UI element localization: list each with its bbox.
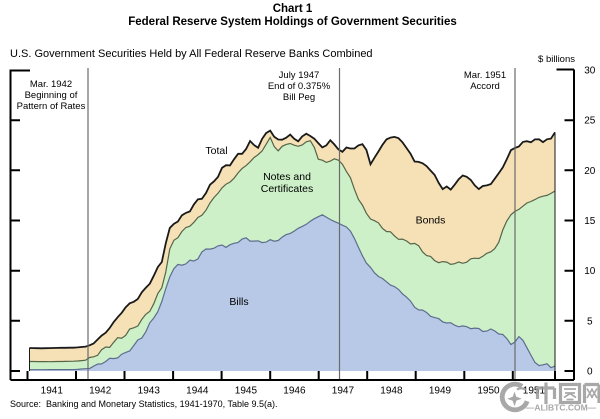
svg-text:30: 30 — [584, 66, 596, 77]
svg-text:Certificates: Certificates — [261, 183, 314, 195]
svg-text:1951: 1951 — [523, 386, 546, 397]
svg-text:10: 10 — [584, 266, 596, 277]
svg-text:1946: 1946 — [283, 386, 306, 397]
svg-text:1949: 1949 — [429, 386, 452, 397]
svg-text:1945: 1945 — [235, 386, 258, 397]
svg-text:15: 15 — [584, 216, 596, 227]
svg-text:Bills: Bills — [229, 296, 248, 308]
svg-text:1950: 1950 — [477, 386, 500, 397]
svg-text:1948: 1948 — [380, 386, 403, 397]
svg-text:$ billions: $ billions — [538, 54, 575, 65]
svg-text:Notes and: Notes and — [263, 171, 311, 183]
svg-text:—ALIBTC.COM—: —ALIBTC.COM— — [526, 403, 597, 413]
svg-text:Mar. 1951: Mar. 1951 — [464, 70, 506, 81]
svg-text:25: 25 — [584, 116, 596, 127]
svg-text:Pattern of Rates: Pattern of Rates — [17, 101, 86, 112]
svg-text:U.S. Government Securities Hel: U.S. Government Securities Held by All F… — [10, 48, 373, 60]
svg-text:1943: 1943 — [138, 386, 161, 397]
svg-text:Bonds: Bonds — [416, 215, 446, 227]
svg-text:Mar. 1942: Mar. 1942 — [30, 79, 72, 90]
svg-text:Chart 1: Chart 1 — [273, 3, 313, 15]
svg-text:Total: Total — [205, 145, 227, 157]
svg-text:Beginning of: Beginning of — [25, 90, 78, 101]
svg-text:Bill Peg: Bill Peg — [283, 92, 315, 103]
svg-text:1942: 1942 — [89, 386, 112, 397]
svg-text:Source: Banking and Monetary: Source: Banking and Monetary Statistics,… — [10, 399, 278, 409]
svg-text:Federal Reserve System Holding: Federal Reserve System Holdings of Gover… — [128, 16, 457, 28]
svg-text:End of 0.375%: End of 0.375% — [268, 81, 331, 92]
svg-text:0: 0 — [587, 367, 593, 378]
svg-text:July 1947: July 1947 — [279, 70, 320, 81]
svg-text:1941: 1941 — [41, 386, 64, 397]
svg-text:5: 5 — [587, 316, 593, 327]
svg-text:1944: 1944 — [186, 386, 209, 397]
svg-text:20: 20 — [584, 166, 596, 177]
svg-text:Accord: Accord — [470, 81, 500, 92]
svg-text:1947: 1947 — [332, 386, 355, 397]
